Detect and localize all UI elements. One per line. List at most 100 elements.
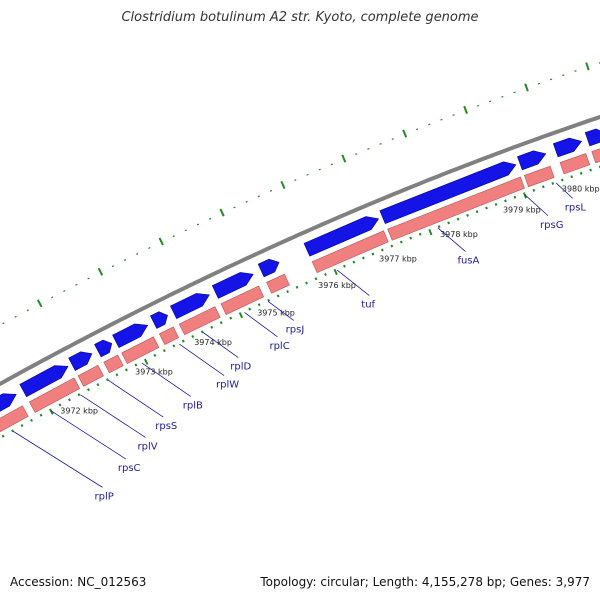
cds-forward-feature[interactable] (552, 137, 583, 158)
gene-leader-line (80, 394, 146, 438)
gc-mark (196, 223, 200, 226)
cds-reverse-feature[interactable] (28, 377, 81, 413)
scale-tick (238, 312, 244, 319)
scale-tick (437, 225, 441, 229)
kbp-label: 3976 kbp (318, 281, 356, 290)
gene-label-rplP[interactable]: rplP (95, 491, 114, 502)
cds-forward-feature[interactable] (150, 311, 168, 329)
cds-reverse-feature[interactable] (559, 153, 591, 175)
gc-mark (87, 277, 90, 280)
scale-tick (143, 358, 149, 365)
gene-leader-line (337, 269, 370, 296)
gc-mark (111, 265, 115, 268)
scale-tick (87, 388, 90, 392)
cds-reverse-feature[interactable] (591, 145, 600, 164)
gc-dot-track (2, 62, 600, 325)
gene-leader-line (107, 379, 164, 418)
scale-tick (124, 368, 128, 372)
scale-tick (371, 252, 375, 256)
scale-tick (134, 363, 138, 367)
cds-forward-feature[interactable] (68, 351, 93, 371)
gene-label-fusA[interactable]: fusA (457, 255, 479, 266)
cds-forward-feature[interactable] (0, 393, 17, 416)
gene-leader-line (524, 194, 549, 217)
gene-label-rplC[interactable]: rplC (269, 341, 289, 352)
cds-reverse-feature[interactable] (266, 273, 290, 294)
cds-reverse-feature[interactable] (77, 364, 104, 387)
scale-tick (314, 277, 318, 281)
gene-label-rpsC[interactable]: rpsC (118, 463, 141, 474)
kbp-label: 3977 kbp (379, 255, 417, 264)
scale-tick (589, 168, 592, 172)
scale-tick (513, 195, 517, 199)
gene-label-rpsL[interactable]: rpsL (565, 202, 587, 213)
gc-mark (14, 315, 17, 318)
cds-reverse-feature[interactable] (387, 176, 525, 241)
scale-tick (532, 188, 536, 192)
gc-mark (184, 229, 187, 232)
kbp-label: 3972 kbp (60, 407, 98, 416)
scale-tick (77, 393, 81, 397)
scale-tick (551, 181, 555, 185)
gc-mark (524, 83, 529, 92)
cds-forward-feature[interactable] (303, 216, 380, 257)
scale-tick (68, 398, 71, 402)
gene-label-rpsS[interactable]: rpsS (155, 421, 177, 432)
gc-mark (463, 105, 468, 114)
gc-mark (50, 296, 54, 299)
gene-leader-line (202, 332, 239, 358)
scale-tick (343, 264, 346, 268)
scale-tick (295, 285, 299, 289)
gc-mark (123, 259, 127, 262)
gc-mark (148, 246, 151, 249)
scale-tick (475, 210, 479, 214)
gene-label-rplB[interactable]: rplB (183, 400, 203, 411)
scale-tick (172, 344, 176, 348)
cds-forward-feature[interactable] (19, 365, 69, 398)
scale-tick (362, 256, 365, 260)
cds-forward-feature[interactable] (517, 150, 547, 171)
gene-label-rpsJ[interactable]: rpsJ (286, 324, 305, 335)
gene-label-tuf[interactable]: tuf (361, 300, 375, 311)
scale-tick (494, 202, 498, 206)
cds-reverse-feature[interactable] (311, 230, 389, 274)
scale-tick (541, 185, 545, 189)
scale-tick (456, 217, 460, 221)
kbp-label: 3978 kbp (440, 230, 478, 239)
cds-reverse-feature[interactable] (103, 354, 124, 374)
scale-tick (11, 429, 15, 433)
scale-tick (305, 281, 308, 285)
gene-label-rpsG[interactable]: rpsG (540, 220, 563, 231)
gene-leader-line (13, 431, 103, 488)
cds-forward-feature[interactable] (112, 323, 149, 349)
cds-forward-feature[interactable] (584, 128, 600, 147)
cds-forward-feature[interactable] (257, 258, 280, 278)
scale-tick (20, 424, 24, 428)
gc-mark (136, 252, 139, 255)
cds-reverse-feature[interactable] (121, 336, 160, 365)
gc-mark (209, 217, 212, 220)
cds-forward-feature[interactable] (379, 161, 517, 225)
cds-forward-feature[interactable] (211, 272, 254, 299)
cds-reverse-feature[interactable] (178, 306, 221, 336)
scale-tick (333, 268, 338, 276)
scale-tick (324, 273, 327, 277)
gene-leader-line (267, 301, 294, 321)
cds-forward-feature[interactable] (94, 339, 113, 358)
gene-label-rplV[interactable]: rplV (137, 441, 157, 452)
cds-reverse-feature[interactable] (159, 326, 180, 345)
cds-reverse-feature[interactable] (523, 165, 555, 188)
scale-tick (399, 240, 403, 244)
gc-mark (341, 154, 347, 163)
cds-reverse-feature[interactable] (220, 285, 265, 315)
gene-label-rplD[interactable]: rplD (230, 362, 251, 373)
cds-reverse-feature[interactable] (0, 405, 29, 433)
scale-tick (570, 175, 574, 179)
kbp-label: 3979 kbp (503, 206, 541, 215)
kbp-label: 3975 kbp (257, 308, 295, 317)
gene-label-rplW[interactable]: rplW (216, 380, 239, 391)
cds-forward-feature[interactable] (170, 293, 210, 319)
gc-mark (75, 283, 78, 286)
gc-mark (158, 237, 164, 246)
